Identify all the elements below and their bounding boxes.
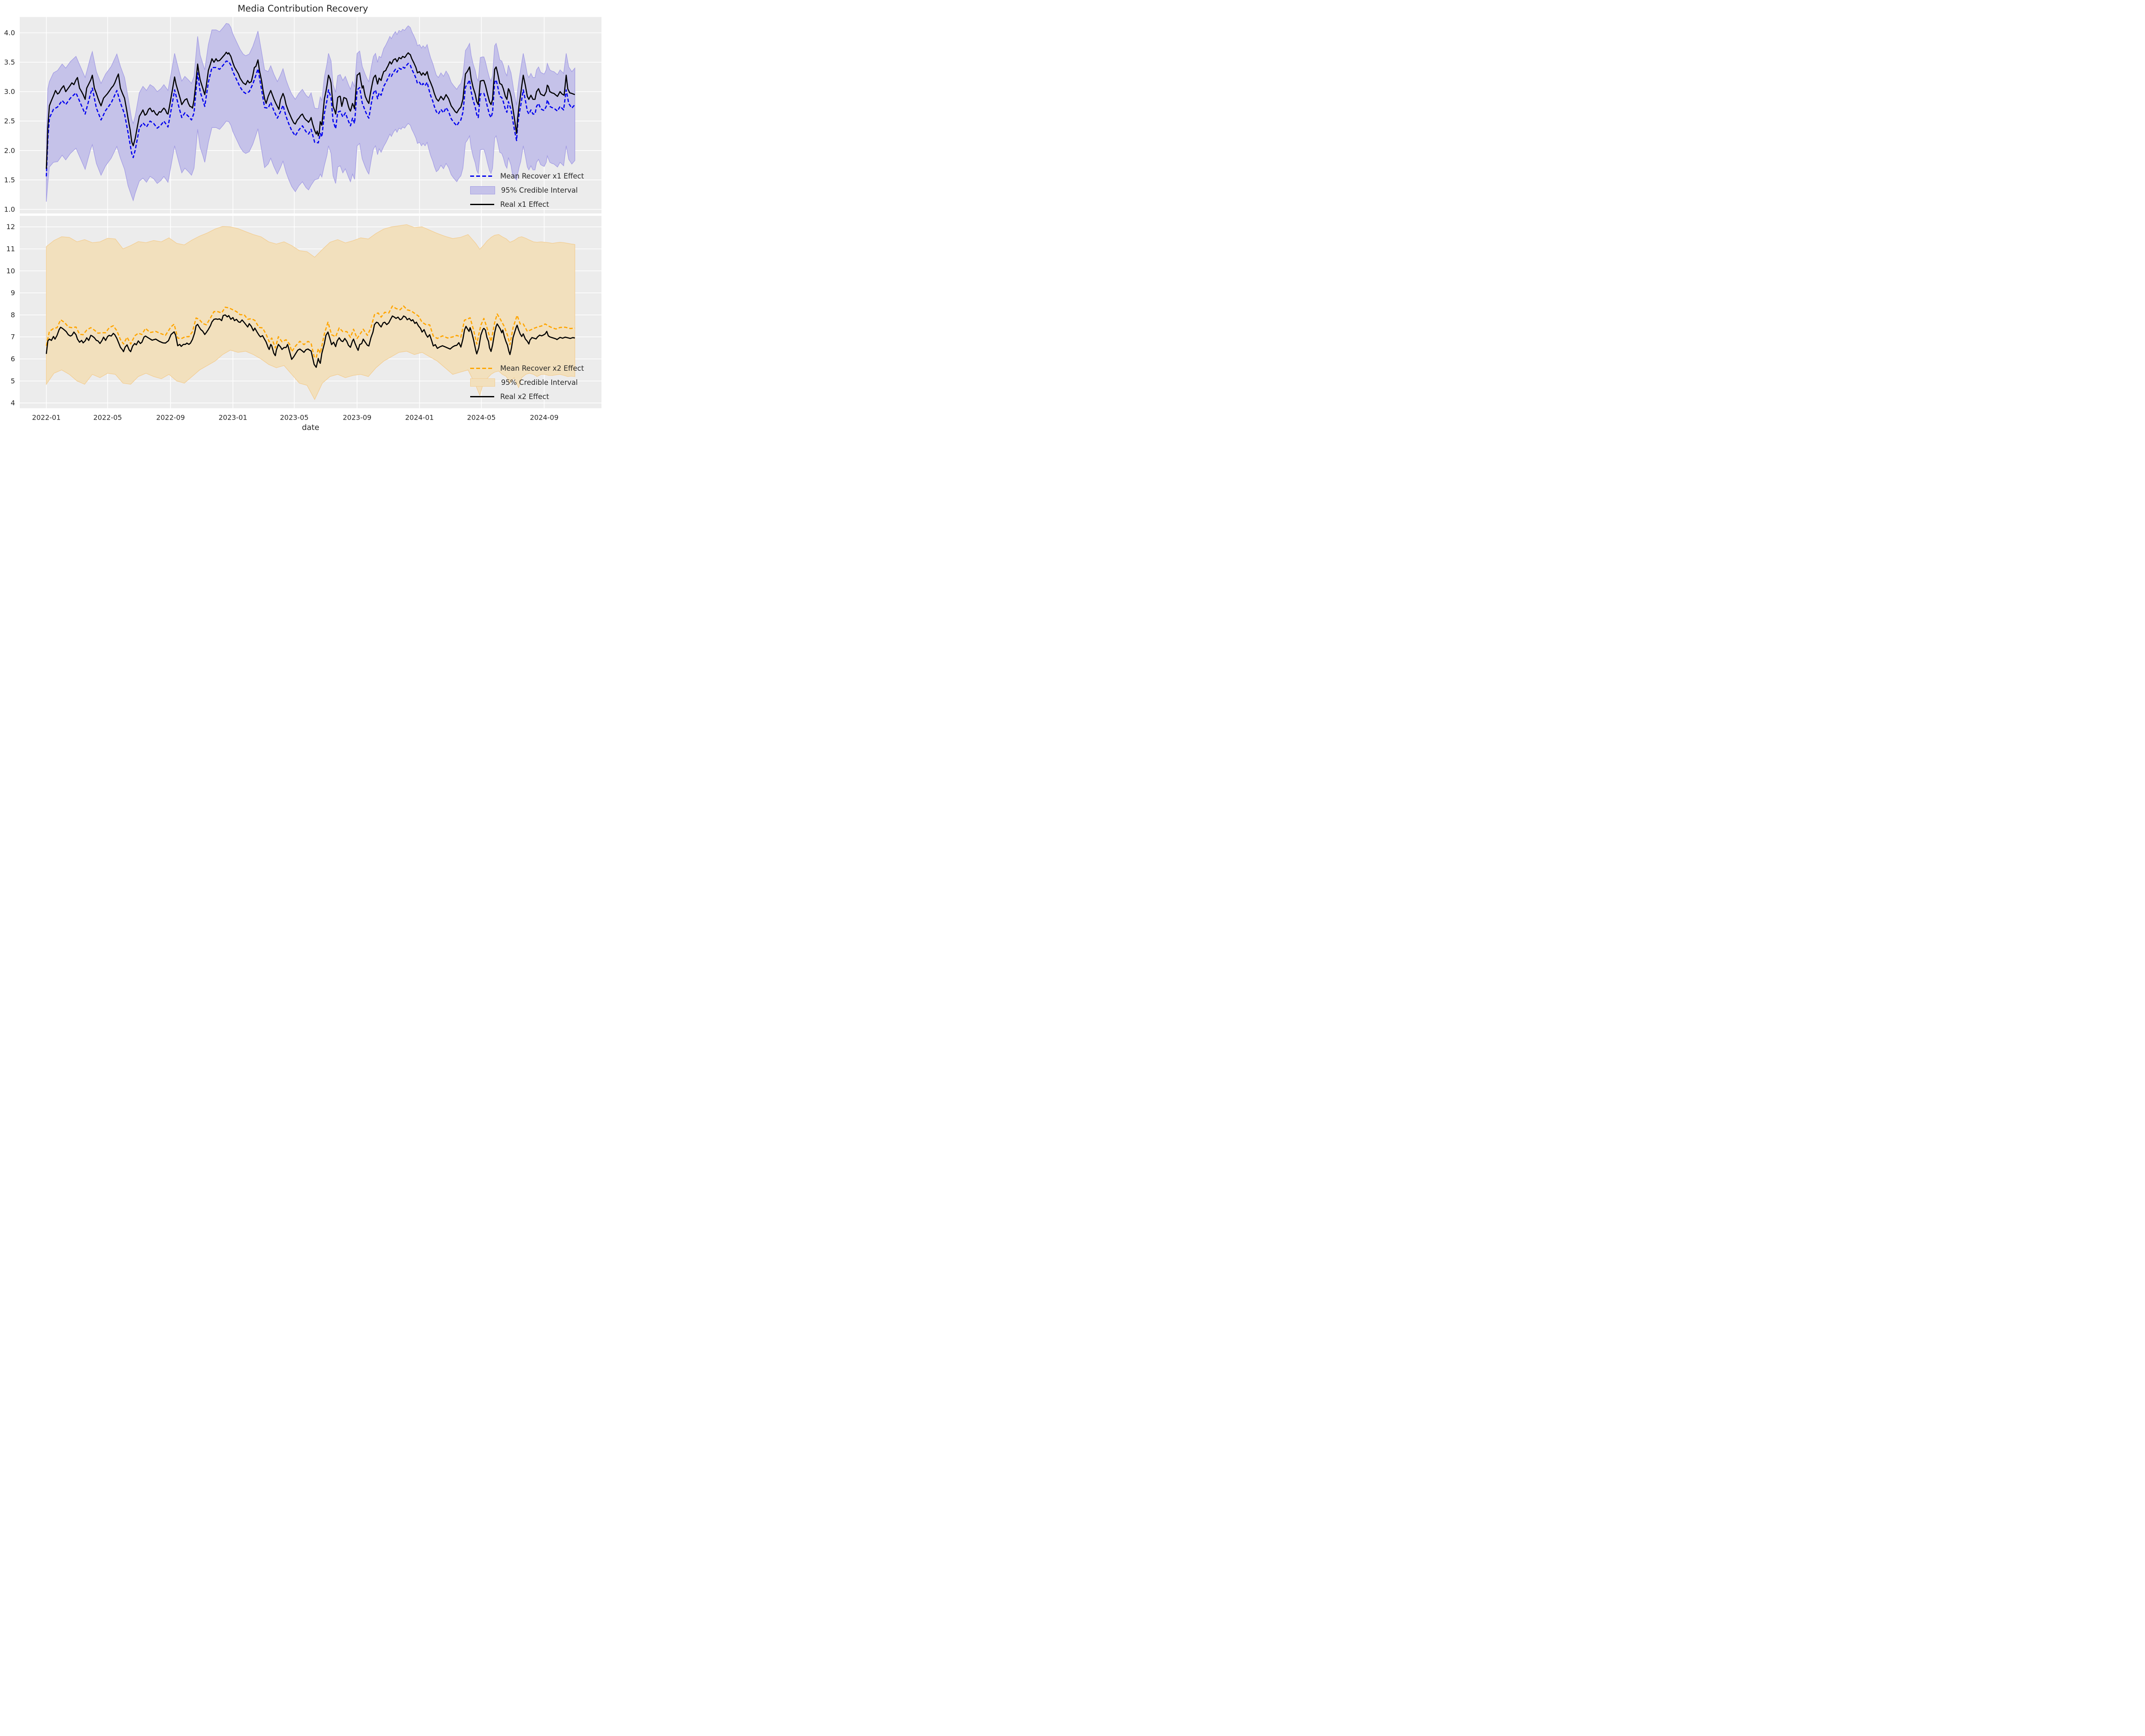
- y-tick-label: 8: [11, 311, 15, 319]
- y-tick-label: 4.0: [4, 29, 15, 37]
- solid-line-swatch: [470, 396, 494, 397]
- x-tick-label: 2024-09: [530, 414, 559, 422]
- y-tick-label: 10: [6, 267, 15, 275]
- legend-item-real-x2: Real x2 Effect: [470, 391, 599, 402]
- mean-recover-line: [45, 60, 576, 177]
- y-tick-label: 9: [11, 289, 15, 297]
- legend-label: Mean Recover x2 Effect: [500, 364, 584, 372]
- dashed-line-swatch: [470, 175, 494, 177]
- chart-title: Media Contribution Recovery: [237, 3, 369, 14]
- x-tick-label: 2022-09: [156, 414, 185, 422]
- credible-interval-band: [46, 23, 575, 202]
- mean-recover-line: [45, 305, 575, 359]
- x-tick-label: 2023-09: [343, 414, 372, 422]
- panel-x2-effect: 4 5 6 7 8 9 10 11 12 2022-01 2022-05 2022-09 2023-01…: [6, 216, 601, 422]
- panel-x1-effect: 1.0 1.5 2.0 2.5 3.0 3.5 4.0: [4, 17, 601, 214]
- y-tick-label: 5: [11, 377, 15, 385]
- legend-x2: Mean Recover x2 Effect 95% Credible Inte…: [470, 363, 599, 402]
- legend-label: 95% Credible Interval: [501, 378, 578, 387]
- y-tick-label: 3.5: [4, 58, 15, 67]
- band-swatch: [470, 378, 495, 387]
- legend-label: Mean Recover x1 Effect: [500, 172, 584, 180]
- y-tick-label: 1.0: [4, 205, 15, 213]
- x-tick-label: 2024-01: [405, 414, 434, 422]
- real-effect-line: [45, 314, 575, 368]
- legend-label: Real x2 Effect: [500, 392, 549, 401]
- y-tick-label: 11: [6, 245, 15, 253]
- y-tick-label: 2.5: [4, 117, 15, 125]
- y-tick-label: 2.0: [4, 146, 15, 154]
- x-axis-label: date: [302, 423, 320, 432]
- legend-item-real-x1: Real x1 Effect: [470, 199, 599, 209]
- y-tick-label: 6: [11, 355, 15, 363]
- credible-interval-band: [46, 224, 575, 400]
- real-effect-line: [45, 51, 575, 169]
- solid-line-swatch: [470, 203, 494, 205]
- y-tick-label: 4: [11, 399, 15, 407]
- x-tick-label: 2022-01: [32, 414, 61, 422]
- figure: 1.0 1.5 2.0 2.5 3.0 3.5 4.0 4 5 6 7 8 9 10 11 12 2022-01…: [0, 0, 606, 434]
- y-tick-label: 1.5: [4, 176, 15, 184]
- y-tick-label: 3.0: [4, 88, 15, 96]
- legend-item-mean-x1: Mean Recover x1 Effect: [470, 171, 599, 181]
- x-tick-label: 2024-05: [467, 414, 496, 422]
- x-tick-label: 2023-01: [218, 414, 247, 422]
- y-tick-label: 12: [6, 223, 15, 231]
- legend-x1: Mean Recover x1 Effect 95% Credible Inte…: [470, 171, 599, 209]
- x-tick-label: 2022-05: [93, 414, 122, 422]
- chart-canvas: 1.0 1.5 2.0 2.5 3.0 3.5 4.0 4 5 6 7 8 9 10 11 12 2022-01…: [4, 17, 601, 422]
- y-tick-label: 7: [11, 333, 15, 341]
- legend-item-interval-x2: 95% Credible Interval: [470, 377, 599, 387]
- band-swatch: [470, 186, 495, 194]
- legend-item-mean-x2: Mean Recover x2 Effect: [470, 363, 599, 373]
- x-tick-label: 2023-05: [280, 414, 308, 422]
- dashed-line-swatch: [470, 367, 494, 369]
- legend-label: Real x1 Effect: [500, 200, 549, 209]
- legend-label: 95% Credible Interval: [501, 186, 578, 194]
- legend-item-interval-x1: 95% Credible Interval: [470, 185, 599, 195]
